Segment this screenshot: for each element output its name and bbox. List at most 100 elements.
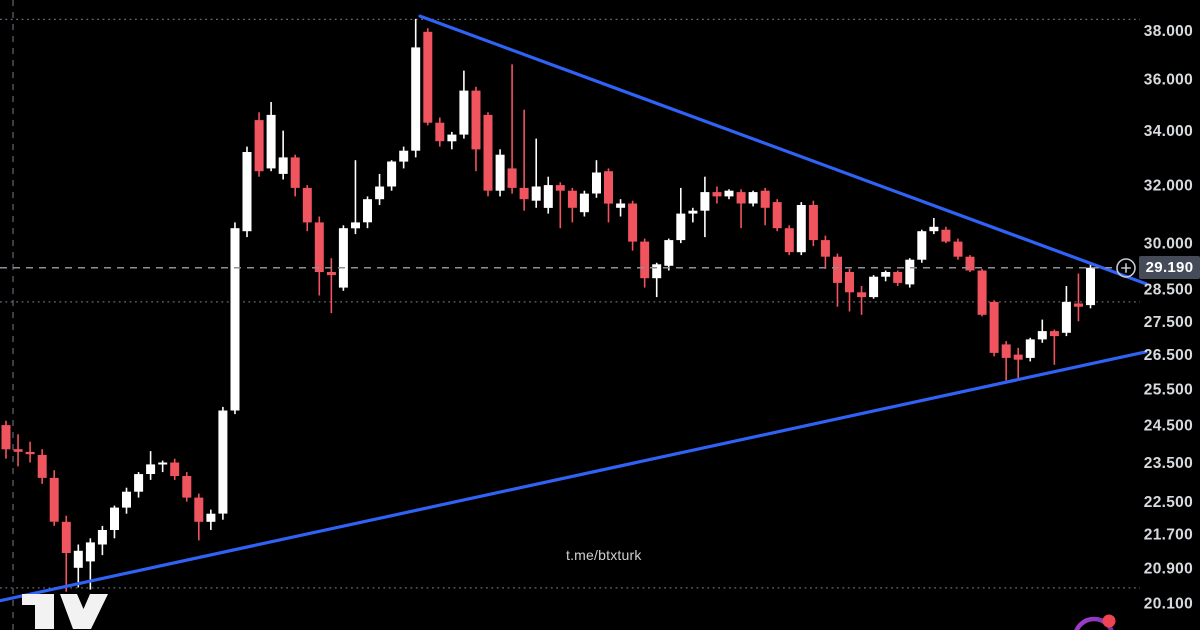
candle — [230, 222, 240, 415]
candle — [543, 176, 553, 214]
price-axis-label: 24.500 — [1144, 418, 1193, 435]
add-alert-plus-button[interactable] — [1115, 257, 1137, 279]
lower-ascending-trendline[interactable] — [0, 350, 1148, 603]
candle — [411, 18, 421, 158]
candlestick-series — [1, 18, 1095, 592]
candle — [808, 200, 818, 247]
candle — [917, 229, 927, 263]
price-axis-label: 20.100 — [1144, 596, 1193, 613]
candle — [772, 199, 782, 232]
candle — [459, 70, 469, 139]
candle — [1061, 286, 1071, 337]
candle — [290, 154, 300, 197]
candle — [965, 255, 975, 272]
candle — [893, 270, 903, 286]
candle — [170, 458, 180, 480]
candle — [1037, 319, 1047, 343]
reference-levels — [0, 0, 1140, 630]
candle — [423, 28, 433, 126]
candle — [941, 226, 951, 244]
candle — [760, 187, 770, 226]
candle — [640, 238, 650, 288]
candle — [555, 182, 565, 229]
candle — [905, 258, 915, 288]
candle — [507, 64, 517, 194]
candle — [833, 253, 842, 307]
candle — [820, 235, 830, 269]
candle — [338, 225, 348, 291]
candle — [266, 102, 276, 172]
candle — [326, 258, 336, 314]
candle — [314, 216, 324, 296]
candle — [796, 202, 806, 256]
candle — [845, 268, 854, 312]
candle — [724, 189, 734, 200]
candle — [869, 275, 879, 299]
candle — [483, 112, 493, 197]
candle — [278, 130, 288, 180]
price-axis-label: 23.500 — [1144, 455, 1193, 472]
candle — [49, 470, 59, 526]
candle — [628, 200, 638, 251]
candle — [146, 451, 156, 480]
candle — [1001, 341, 1011, 381]
candle — [579, 190, 589, 217]
candle — [399, 146, 409, 169]
candle — [1074, 273, 1083, 322]
price-axis-label: 38.000 — [1144, 23, 1193, 40]
price-axis-label: 28.500 — [1144, 282, 1193, 299]
candle — [989, 300, 999, 357]
candle — [73, 544, 83, 588]
btxturk-circle-logo — [1056, 612, 1138, 630]
candle — [857, 286, 867, 315]
price-axis-label: 26.500 — [1144, 347, 1193, 364]
candle — [700, 176, 710, 238]
price-axis-label: 20.900 — [1144, 560, 1193, 577]
candle — [1, 420, 11, 459]
candle — [616, 199, 626, 217]
candle — [495, 149, 505, 197]
candle — [953, 238, 963, 260]
tradingview-logo — [20, 591, 112, 630]
candle — [712, 186, 722, 204]
price-axis-label: 30.000 — [1144, 236, 1193, 253]
triangle-trendlines[interactable] — [0, 14, 1148, 603]
current-price-value: 29.190 — [1145, 259, 1194, 276]
price-axis-label: 22.500 — [1144, 494, 1193, 511]
candle — [375, 173, 385, 205]
candle — [37, 449, 47, 484]
candle — [25, 441, 35, 463]
candle — [531, 138, 541, 208]
candle — [206, 509, 216, 530]
candle — [158, 460, 168, 473]
upper-descending-trendline[interactable] — [418, 14, 1148, 286]
candle — [363, 196, 372, 229]
candle — [387, 160, 397, 191]
price-axis-label: 32.000 — [1144, 178, 1193, 195]
candle — [182, 472, 192, 502]
candle — [748, 190, 758, 207]
candle — [929, 218, 939, 235]
candle — [664, 238, 674, 271]
current-price-label: 29.190 — [1139, 256, 1200, 279]
watermark-text: t.me/btxturk — [566, 547, 642, 563]
candle — [652, 262, 662, 298]
candle — [134, 472, 144, 498]
candle — [676, 187, 686, 244]
candle — [242, 146, 252, 238]
candle — [435, 117, 445, 147]
price-axis-label: 27.500 — [1144, 314, 1193, 331]
candle — [254, 112, 264, 177]
price-axis[interactable]: 38.000 36.000 34.000 32.000 30.000 28.500 27.5… — [1144, 23, 1193, 612]
candle — [881, 270, 891, 282]
candle — [784, 225, 794, 256]
candle — [61, 515, 71, 592]
candle — [351, 160, 360, 235]
candle — [736, 189, 746, 229]
candle — [194, 493, 204, 541]
candle — [977, 268, 987, 317]
candle — [567, 187, 577, 223]
candle — [122, 487, 131, 514]
